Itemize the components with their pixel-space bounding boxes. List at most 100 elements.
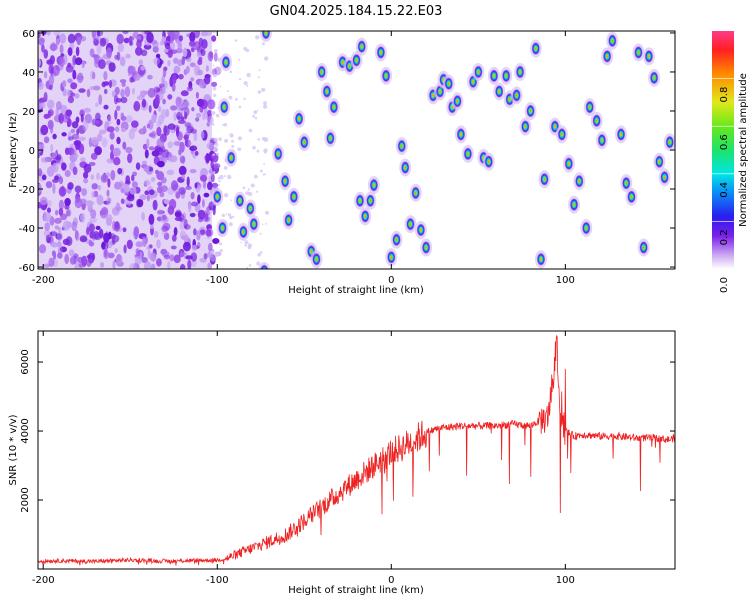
noise-speckle [129, 76, 134, 83]
noise-speckle [199, 105, 204, 113]
noise-speckle [181, 55, 185, 66]
y-tick-label: 0 [29, 146, 35, 157]
noise-speckle [146, 138, 150, 149]
noise-speckle [159, 41, 163, 46]
noise-speckle [55, 107, 60, 118]
noise-speckle [103, 88, 108, 95]
noise-speckle [206, 142, 214, 150]
noise-speckle [121, 81, 126, 88]
noise-speckle [43, 263, 51, 268]
noise-fade-speckle [242, 186, 246, 189]
noise-speckle [114, 126, 120, 133]
noise-speckle [146, 246, 151, 250]
spectral-blob [246, 202, 255, 216]
spectral-blob [261, 31, 271, 40]
spectral-blob [639, 241, 648, 255]
noise-speckle [190, 192, 195, 200]
spectral-blob [213, 190, 222, 204]
noise-speckle [57, 247, 63, 256]
noise-speckle [188, 40, 196, 47]
noise-speckle [110, 144, 114, 152]
noise-speckle [119, 56, 126, 67]
noise-speckle [193, 228, 197, 236]
noise-speckle [135, 241, 144, 248]
noise-speckle [75, 46, 80, 57]
noise-fade-speckle [262, 42, 265, 46]
noise-speckle [67, 47, 73, 56]
noise-speckle [200, 48, 206, 57]
noise-speckle [101, 137, 108, 148]
noise-speckle [207, 115, 214, 125]
snr-panel: -200 -100 0 100 2000 4000 6000 Height of strai… [8, 330, 676, 596]
noise-speckle [146, 123, 150, 129]
noise-speckle [152, 45, 159, 53]
noise-speckle [207, 51, 214, 62]
noise-speckle [100, 262, 105, 268]
noise-speckle [140, 90, 146, 98]
noise-fade-speckle [243, 97, 246, 101]
noise-speckle [38, 244, 47, 254]
noise-fade-speckle [261, 223, 264, 226]
spectral-blob [221, 55, 231, 69]
noise-speckle [167, 94, 173, 100]
noise-speckle [81, 61, 85, 69]
noise-speckle [182, 241, 191, 252]
noise-speckle [143, 261, 152, 269]
noise-speckle [167, 49, 173, 58]
noise-speckle [120, 88, 125, 98]
noise-speckle [211, 81, 218, 87]
noise-speckle [78, 136, 86, 141]
noise-speckle [125, 53, 131, 59]
noise-speckle [113, 221, 121, 232]
noise-speckle [106, 189, 110, 197]
noise-speckle [210, 160, 214, 169]
noise-fade-speckle [244, 240, 249, 245]
spectral-blob [569, 198, 579, 212]
noise-speckle [92, 119, 100, 125]
noise-speckle [178, 187, 186, 195]
noise-speckle [173, 141, 182, 146]
noise-speckle [65, 65, 74, 73]
noise-speckle [164, 48, 169, 53]
noise-speckle [47, 207, 51, 213]
noise-speckle [54, 217, 62, 224]
noise-speckle [199, 229, 206, 235]
noise-speckle [167, 31, 174, 37]
noise-speckle [57, 242, 63, 248]
spectral-blob [411, 186, 420, 200]
noise-speckle [48, 257, 55, 267]
noise-speckle [74, 229, 79, 240]
noise-fade-speckle [229, 133, 234, 138]
noise-speckle [90, 152, 98, 160]
noise-speckle [83, 163, 92, 173]
noise-speckle [186, 56, 192, 63]
noise-speckle [124, 86, 131, 98]
spectral-blob [294, 112, 304, 126]
spectral-blob [655, 155, 664, 169]
noise-speckle [47, 199, 52, 207]
noise-speckle [67, 89, 71, 98]
noise-fade-speckle [264, 151, 267, 154]
noise-speckle [90, 209, 97, 219]
noise-speckle [147, 249, 151, 259]
noise-speckle [39, 101, 46, 109]
spectral-blob [280, 174, 290, 188]
noise-speckle [60, 104, 68, 114]
noise-speckle [177, 59, 184, 67]
spectral-blob [512, 88, 521, 102]
noise-fade-speckle [245, 48, 250, 53]
colorbar-tick-label: 0.4 [719, 182, 730, 198]
noise-speckle [95, 36, 101, 41]
noise-speckle [52, 133, 57, 140]
spectral-blob [627, 190, 636, 204]
x-tick-label: -100 [206, 275, 229, 286]
noise-speckle [124, 184, 130, 193]
noise-speckle [168, 156, 175, 163]
noise-speckle [127, 194, 135, 202]
noise-fade-speckle [228, 222, 233, 227]
noise-speckle [89, 86, 97, 91]
noise-speckle [67, 78, 73, 84]
noise-speckle [120, 187, 125, 194]
noise-speckle [141, 98, 147, 108]
noise-speckle [205, 31, 213, 36]
